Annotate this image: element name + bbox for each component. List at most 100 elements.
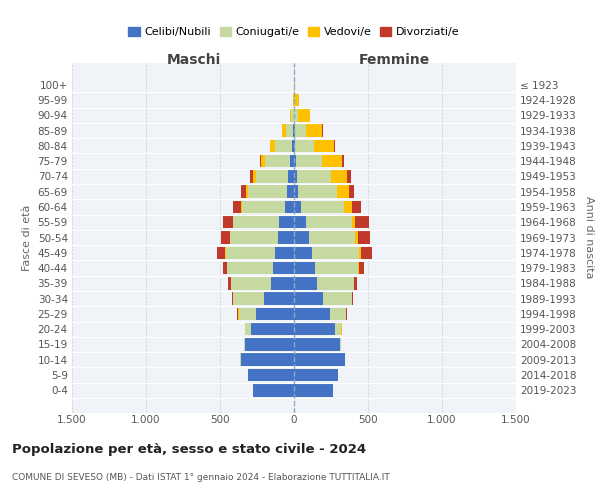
Bar [293,124,294,137]
Bar [337,186,349,198]
Bar [352,200,361,213]
Bar [355,231,358,244]
Text: Popolazione per età, sesso e stato civile - 2024: Popolazione per età, sesso e stato civil… [12,442,366,456]
Bar [294,262,315,274]
Bar [323,292,352,305]
Bar [231,277,271,289]
Bar [287,186,294,198]
Bar [221,231,230,244]
Bar [314,140,334,152]
Bar [294,369,338,382]
Bar [355,216,369,228]
Bar [248,369,294,382]
Bar [322,124,323,137]
Text: Femmine: Femmine [358,53,430,67]
Bar [241,354,294,366]
Bar [352,216,355,228]
Bar [227,262,273,274]
Bar [271,140,275,152]
Bar [223,262,227,274]
Bar [298,186,337,198]
Bar [294,338,340,350]
Bar [278,231,294,244]
Bar [312,246,359,259]
Y-axis label: Anni di nascita: Anni di nascita [584,196,593,279]
Bar [295,124,306,137]
Bar [352,292,353,305]
Bar [309,231,355,244]
Bar [317,277,354,289]
Bar [241,186,246,198]
Bar [244,338,245,350]
Bar [294,308,329,320]
Bar [347,170,351,182]
Y-axis label: Fasce di età: Fasce di età [22,204,32,270]
Bar [355,277,358,289]
Bar [256,308,294,320]
Bar [245,323,251,336]
Bar [223,216,233,228]
Bar [290,155,294,168]
Bar [242,200,285,213]
Bar [294,354,345,366]
Bar [269,140,271,152]
Bar [294,186,298,198]
Bar [275,140,292,152]
Bar [286,124,293,137]
Bar [279,216,294,228]
Bar [296,155,322,168]
Bar [334,140,335,152]
Bar [290,109,292,122]
Bar [340,338,341,350]
Bar [294,246,312,259]
Bar [292,109,294,122]
Bar [361,246,372,259]
Bar [282,124,286,137]
Bar [346,308,347,320]
Bar [294,200,301,213]
Bar [331,170,347,182]
Bar [292,140,294,152]
Bar [232,292,233,305]
Bar [285,200,294,213]
Bar [262,155,265,168]
Bar [322,155,341,168]
Bar [294,292,323,305]
Bar [233,292,265,305]
Bar [294,78,295,91]
Bar [245,338,294,350]
Bar [253,384,294,396]
Bar [275,246,294,259]
Bar [341,155,344,168]
Bar [260,155,262,168]
Bar [335,323,341,336]
Bar [358,231,370,244]
Bar [233,200,241,213]
Bar [271,277,294,289]
Bar [239,308,256,320]
Bar [295,94,299,106]
Bar [246,186,248,198]
Bar [329,308,346,320]
Bar [230,231,278,244]
Bar [294,231,309,244]
Text: COMUNE DI SEVESO (MB) - Dati ISTAT 1° gennaio 2024 - Elaborazione TUTTITALIA.IT: COMUNE DI SEVESO (MB) - Dati ISTAT 1° ge… [12,472,390,482]
Bar [233,216,279,228]
Bar [248,186,287,198]
Bar [294,216,306,228]
Text: Maschi: Maschi [167,53,221,67]
Bar [295,140,314,152]
Bar [294,94,295,106]
Bar [294,155,296,168]
Bar [288,170,294,182]
Bar [294,170,297,182]
Bar [306,216,352,228]
Bar [297,170,331,182]
Bar [358,262,359,274]
Bar [251,323,294,336]
Bar [344,200,352,213]
Bar [294,124,295,137]
Bar [265,292,294,305]
Bar [315,262,358,274]
Legend: Celibi/Nubili, Coniugati/e, Vedovi/e, Divorziati/e: Celibi/Nubili, Coniugati/e, Vedovi/e, Di… [124,22,464,42]
